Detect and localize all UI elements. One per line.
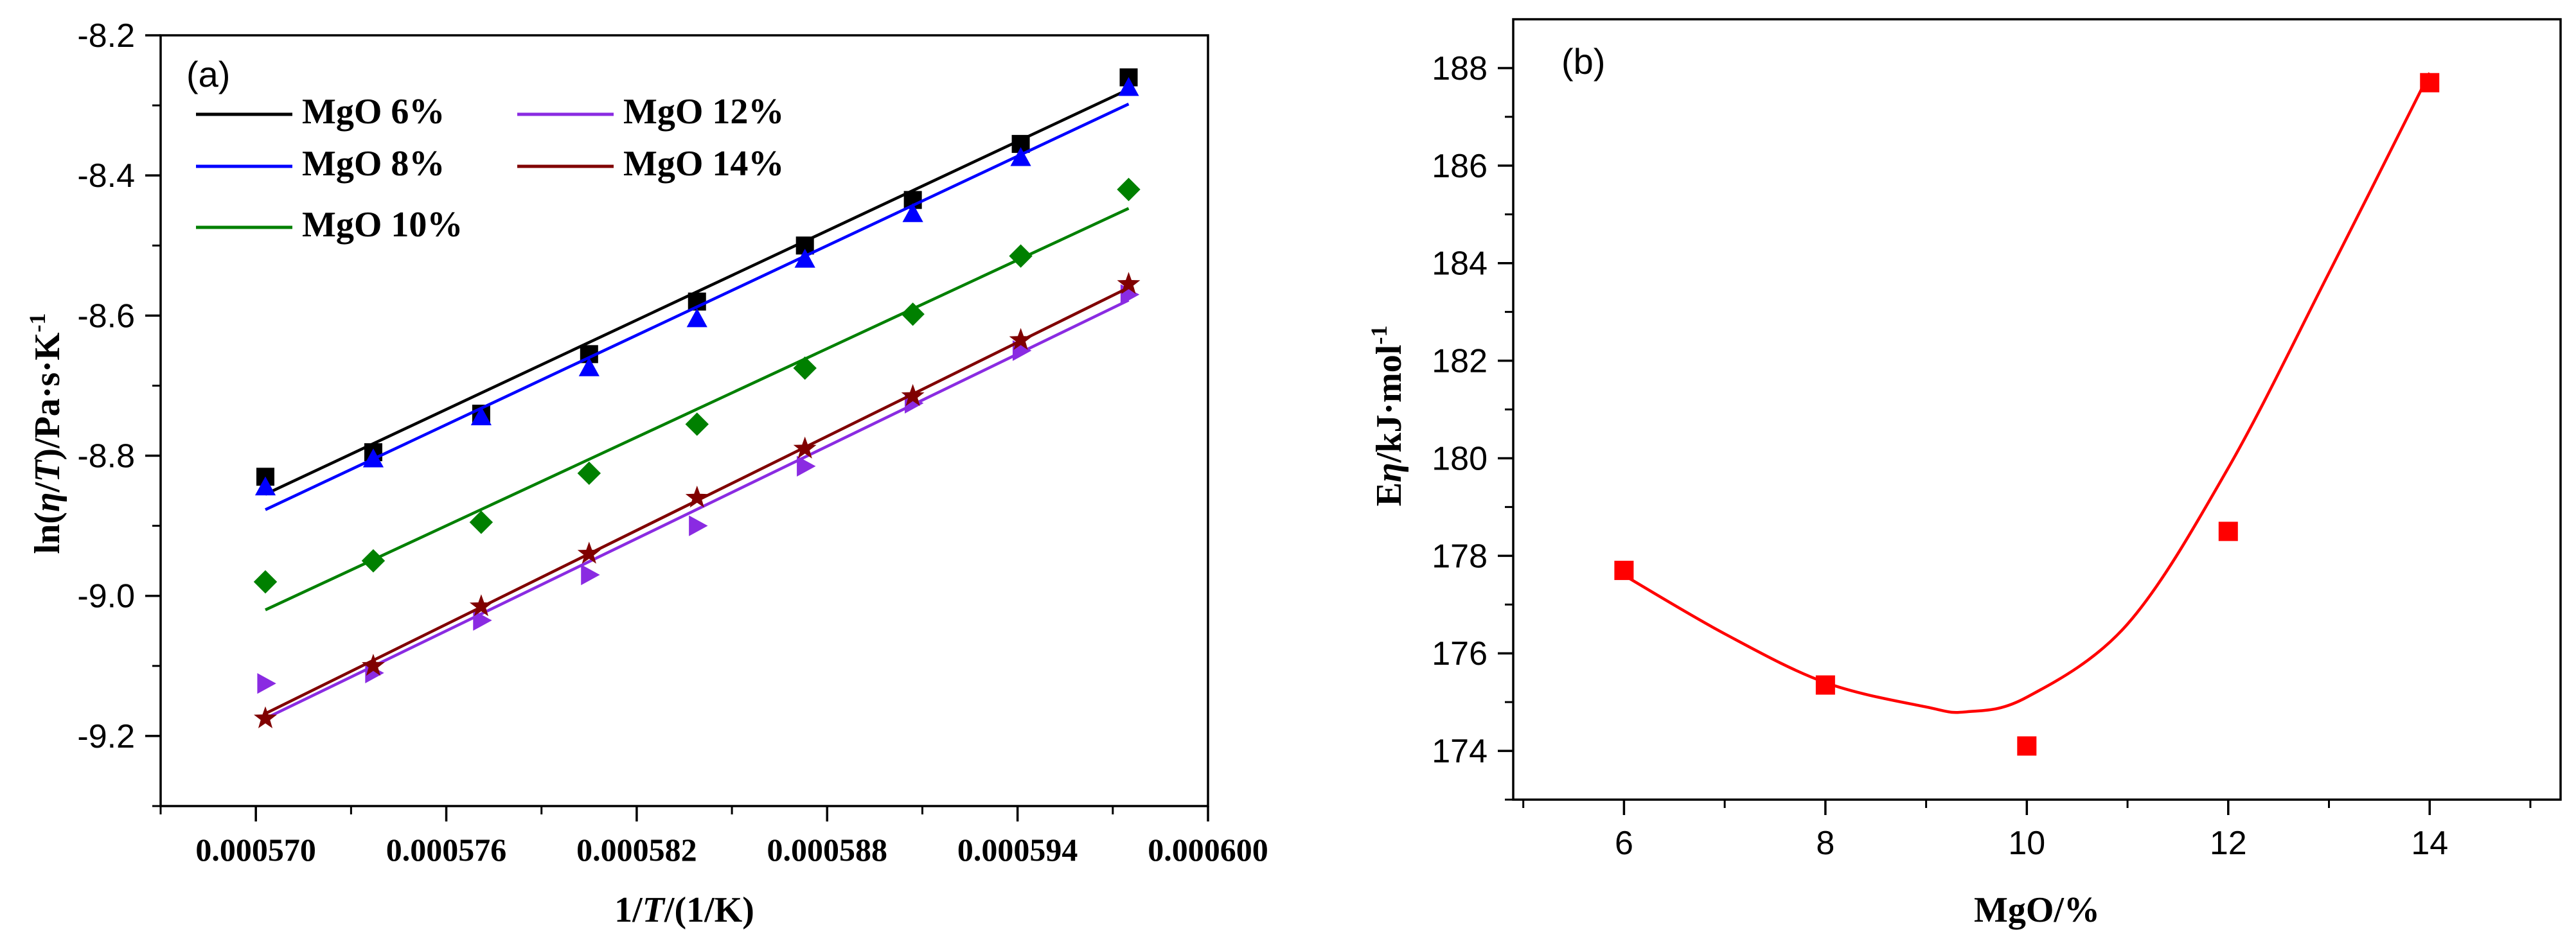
y-tick-label: -8.4	[77, 157, 135, 195]
x-tick-label: 0.000576	[386, 832, 507, 868]
data-point	[578, 357, 600, 376]
fit-line	[265, 102, 1130, 511]
fit-line	[265, 207, 1130, 611]
fit-line	[265, 299, 1130, 720]
y-tick-label: 186	[1432, 148, 1488, 185]
data-point	[362, 653, 385, 676]
x-tick-label: 6	[1615, 825, 1633, 862]
panel-label: (a)	[186, 54, 230, 94]
fit-curve	[1623, 72, 2431, 714]
x-tick-label: 0.000582	[576, 832, 697, 868]
y-tick-label: 182	[1432, 343, 1488, 380]
data-point	[470, 406, 492, 426]
data-point	[794, 249, 815, 268]
data-point	[901, 302, 925, 326]
panel-b-chart: 6 8 10 12 14 174 176 178 180 182 184 186 188 MgO/% Eη/…	[1366, 18, 2562, 930]
legend-label: MgO 10%	[302, 205, 463, 245]
legend-label: MgO 12%	[623, 92, 784, 132]
y-tick-label: 174	[1432, 733, 1488, 770]
panel-label: (b)	[1561, 41, 1605, 82]
data-point	[1117, 272, 1141, 294]
data-point	[577, 461, 601, 486]
data-point	[902, 203, 923, 222]
y-tick-label: -9.2	[77, 718, 135, 755]
data-point	[253, 570, 278, 594]
x-tick-label: 10	[2008, 825, 2045, 862]
y-tick-label: -9.0	[77, 578, 135, 615]
y-tick-label: -8.6	[77, 297, 135, 335]
x-tick-label: 0.000570	[195, 832, 316, 868]
data-point	[361, 549, 386, 573]
y-axis-label: Eη/kJ·mol-1	[1366, 326, 1409, 507]
data-point	[797, 455, 816, 477]
x-tick-label: 8	[1816, 825, 1834, 862]
y-tick-label: 176	[1432, 635, 1488, 672]
data-point	[1117, 177, 1141, 202]
data-point	[362, 448, 384, 468]
y-tick-label: -8.8	[77, 438, 135, 475]
x-tick-label: 0.000588	[767, 832, 888, 868]
y-tick-label: -8.2	[77, 17, 135, 55]
y-tick-label: 188	[1432, 50, 1488, 87]
x-tick-label: 0.000594	[957, 832, 1078, 868]
data-point	[1815, 675, 1835, 695]
data-point	[254, 706, 277, 728]
data-point	[2420, 73, 2440, 92]
series-mgo-10-	[253, 177, 1141, 611]
data-point	[689, 515, 708, 536]
data-point	[1009, 244, 1033, 268]
data-point	[577, 541, 601, 564]
series-mgo-8-	[254, 77, 1139, 511]
data-point	[2218, 522, 2238, 541]
legend-label: MgO 6%	[302, 92, 445, 132]
data-point	[473, 610, 492, 631]
data-point	[901, 383, 925, 407]
plot-frame	[1512, 18, 2562, 801]
data-point	[686, 308, 707, 328]
data-point	[1614, 561, 1634, 581]
data-point	[469, 510, 493, 534]
data-point	[2017, 736, 2037, 756]
data-point	[793, 356, 817, 380]
fit-line	[265, 87, 1130, 496]
series-mgo-14-	[254, 272, 1141, 728]
plot-frame	[159, 34, 1209, 807]
legend: MgO 6% MgO 8% MgO 10% MgO 12% MgO 14%	[196, 92, 784, 245]
data-point	[254, 476, 276, 496]
y-tick-label: 180	[1432, 440, 1488, 477]
data-point	[685, 412, 709, 436]
y-tick-label: 178	[1432, 538, 1488, 575]
y-tick-label: 184	[1432, 245, 1488, 283]
data-point	[793, 436, 817, 459]
data-point	[257, 672, 276, 694]
legend-label: MgO 14%	[623, 144, 784, 184]
x-axis-label: 1/T/(1/K)	[614, 890, 754, 930]
y-axis-label: ln(η/T)/Pa·s·K-1	[24, 313, 67, 554]
data-point	[1009, 328, 1033, 350]
data-point	[685, 486, 709, 508]
x-tick-label: 0.000600	[1148, 832, 1268, 868]
data-point	[1118, 77, 1139, 96]
x-axis-label: MgO/%	[1974, 890, 2100, 930]
legend-label: MgO 8%	[302, 144, 445, 184]
panel-a-chart: 0.000570 0.000576 0.000582 0.000588 0.000594…	[24, 17, 1268, 930]
data-point	[581, 564, 600, 586]
x-tick-label: 14	[2411, 825, 2448, 862]
data-point	[469, 594, 493, 617]
data-point	[1010, 147, 1031, 166]
x-tick-label: 12	[2210, 825, 2247, 862]
